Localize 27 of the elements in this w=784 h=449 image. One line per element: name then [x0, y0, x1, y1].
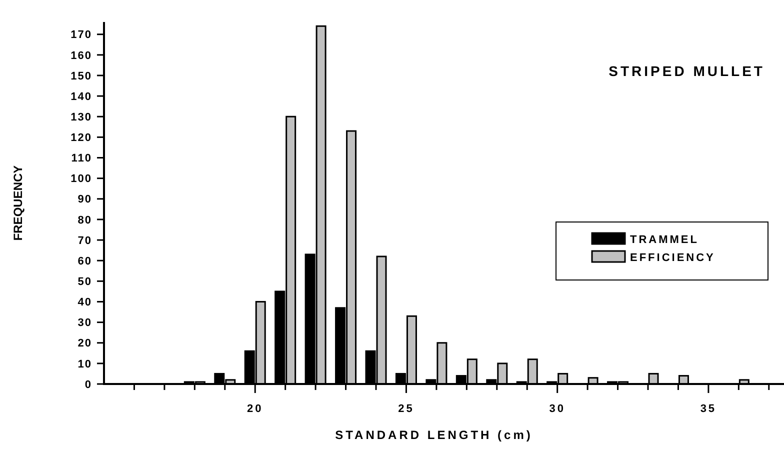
x-tick-label: 30 [549, 403, 566, 415]
y-tick-label: 30 [78, 317, 92, 330]
x-tick-label: 35 [700, 403, 717, 415]
y-tick-label: 160 [70, 50, 92, 62]
legend-label: EFFICIENCY [630, 252, 716, 264]
y-tick-label: 70 [78, 234, 92, 247]
y-tick-label: 0 [84, 378, 92, 391]
y-tick-label: 120 [70, 132, 92, 144]
y-axis-title: FREQUENCY [11, 165, 25, 241]
y-tick-label: 170 [70, 29, 92, 42]
y-tick-label: 10 [78, 358, 92, 370]
y-tick-label: 20 [78, 338, 92, 350]
y-tick-label: 80 [78, 214, 92, 226]
y-tick-label: 50 [78, 276, 92, 288]
x-tick-label: 20 [246, 403, 264, 415]
y-tick-label: 150 [70, 70, 92, 82]
y-tick-label: 40 [78, 296, 92, 309]
y-tick-label: 110 [71, 152, 92, 165]
y-tick-label: 90 [78, 194, 92, 206]
x-axis-title: STANDARD LENGTH (cm) [335, 428, 533, 442]
x-tick-label: 25 [398, 403, 414, 415]
legend-label: TRAMMEL [630, 234, 699, 246]
y-tick-label: 60 [78, 255, 92, 268]
text: STRIPED MULLET [608, 63, 765, 79]
y-tick-label: 100 [70, 173, 92, 186]
y-tick-label: 130 [70, 111, 92, 124]
y-tick-label: 140 [70, 90, 92, 103]
